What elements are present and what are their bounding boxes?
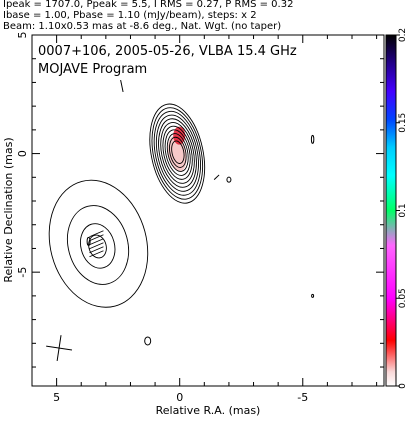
colorbar-ticks: 0 0.05 0.1 0.15 0.2 [396, 28, 408, 389]
colorbar-tick-label: 0 [398, 383, 408, 389]
noise-contour [310, 134, 315, 144]
colorbar-tick-label: 0.1 [398, 203, 408, 217]
noise-contour [226, 176, 232, 183]
jet-contour [67, 205, 130, 285]
core-contour [162, 125, 193, 180]
x-tick-label: -5 [297, 391, 308, 404]
y-tick-label: -5 [16, 267, 29, 278]
noise-vector [213, 174, 220, 181]
header-line-1: Ipeak = 1707.0, Ppeak = 5.5, I RMS = 0.2… [3, 0, 294, 10]
extra-features [46, 79, 315, 362]
colorbar-tick-label: 0.05 [398, 288, 408, 308]
jet-polarization-vector [89, 230, 104, 238]
jet-contour [88, 234, 107, 259]
chart-title: 0007+106, 2005-05-26, VLBA 15.4 GHz [38, 44, 297, 59]
chart-subtitle: MOJAVE Program [38, 62, 147, 77]
x-axis-label: Relative R.A. (mas) [156, 404, 261, 417]
y-tick-label: 0 [16, 150, 29, 157]
core-contour [169, 136, 187, 168]
y-axis-label: Relative Declination (mas) [2, 137, 15, 282]
axis-ticks: 5 0 -5 5 0 -5 [16, 32, 384, 404]
contour-layer [48, 103, 206, 308]
jet-polarization-vector [89, 246, 104, 254]
core-contour [155, 114, 199, 192]
core-contour [171, 140, 185, 164]
colorbar-tick-label: 0.2 [398, 28, 408, 42]
jet-contour [80, 223, 116, 269]
core-contour [160, 122, 195, 184]
core-contour [149, 103, 206, 204]
core-contour [164, 129, 191, 176]
jet-polarization-vector [89, 234, 104, 242]
beam-minor-axis [46, 345, 73, 351]
core-contour [158, 118, 197, 188]
core-contour [151, 107, 203, 200]
jet-polarization-vector [89, 250, 104, 258]
colorbar-tick-label: 0.15 [398, 113, 408, 133]
x-tick-label: 5 [53, 391, 60, 404]
y-tick-label: 5 [16, 32, 29, 39]
header-line-2: Ibase = 1.00, Pbase = 1.10 (mJy/beam), s… [3, 10, 257, 21]
colorbar [385, 34, 397, 387]
noise-contour [311, 293, 315, 298]
header-line-3: Beam: 1.10x0.53 mas at -8.6 deg., Nat. W… [3, 21, 282, 32]
jet-polarization-vector [89, 242, 104, 250]
beam-marker [46, 335, 73, 362]
jet-contour [48, 179, 149, 308]
core-contour [153, 110, 201, 196]
noise-contour [86, 236, 91, 246]
noise-contour [144, 336, 152, 346]
plot-frame [31, 34, 385, 387]
noise-vector [120, 79, 124, 93]
core-contour [166, 133, 189, 172]
jet-polarization-vector [89, 238, 104, 246]
x-tick-label: 0 [176, 391, 183, 404]
